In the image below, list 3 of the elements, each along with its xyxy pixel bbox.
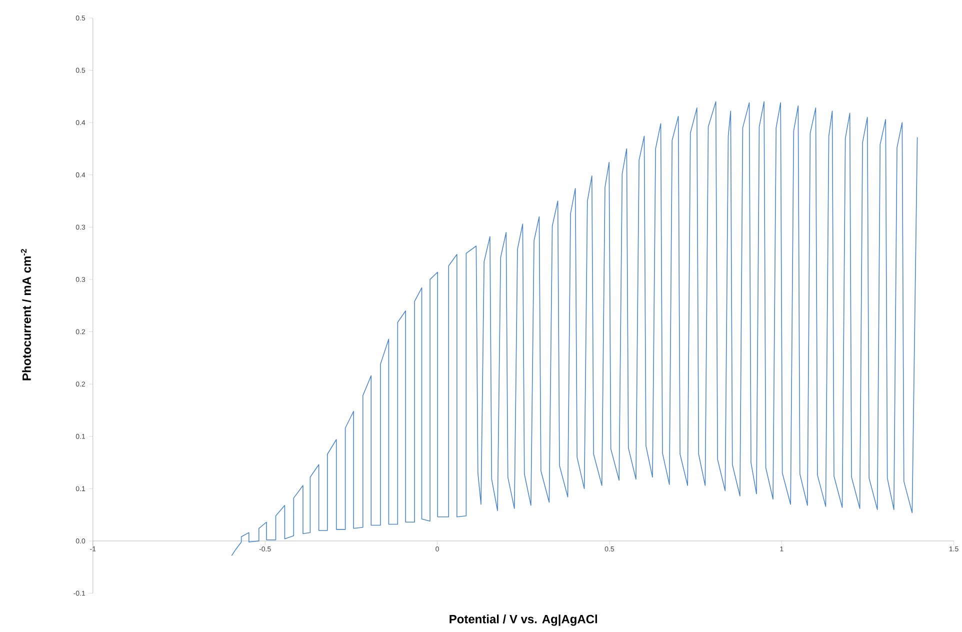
- line-series: [231, 101, 918, 556]
- y-axis-title: Photocurrent / mA cm$^{-2}$: [20, 248, 32, 380]
- x-axis-title: Potential / V vs. Ag|AgACl: [450, 614, 597, 626]
